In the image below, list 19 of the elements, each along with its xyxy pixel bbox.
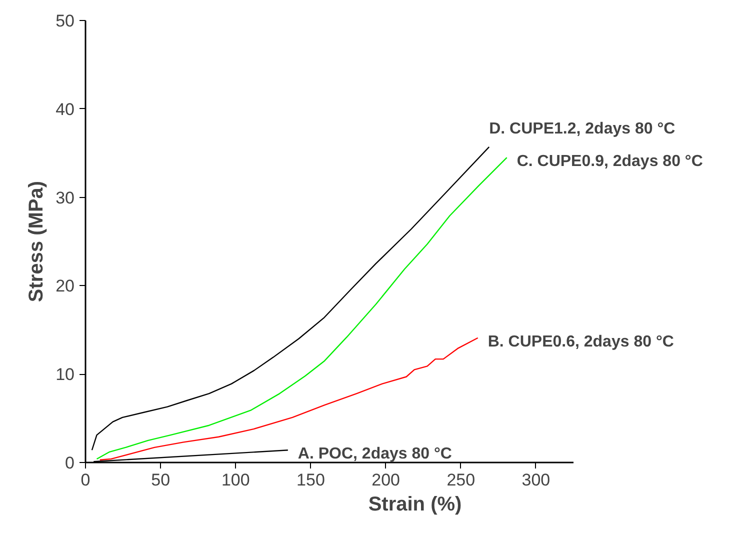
y-tick-label: 50 (56, 12, 75, 30)
x-tick-label: 250 (446, 470, 476, 490)
y-tick-label: 20 (56, 276, 75, 296)
y-tick-label: 40 (56, 100, 75, 119)
series-label: B. CUPE0.6, 2days 80 °C (488, 333, 674, 350)
series-label: C. CUPE0.9, 2days 80 °C (516, 153, 704, 170)
x-axis-title: Strain (%) (368, 494, 462, 516)
y-tick-label: 30 (56, 188, 75, 208)
y-tick-label: 10 (56, 365, 75, 384)
x-tick-label: 0 (80, 470, 90, 490)
x-tick-label: 100 (221, 470, 250, 490)
y-tick-label: 0 (65, 454, 75, 472)
x-tick-label: 150 (296, 470, 325, 490)
y-axis-title: Stress (MPa) (26, 180, 48, 302)
series-label: A. POC, 2days 80 °C (298, 446, 452, 463)
x-tick-label: 50 (151, 470, 170, 490)
x-tick-label: 200 (372, 470, 400, 490)
series-label: D. CUPE1.2, 2days 80 °C (489, 120, 676, 138)
x-tick-label: 300 (522, 470, 550, 490)
